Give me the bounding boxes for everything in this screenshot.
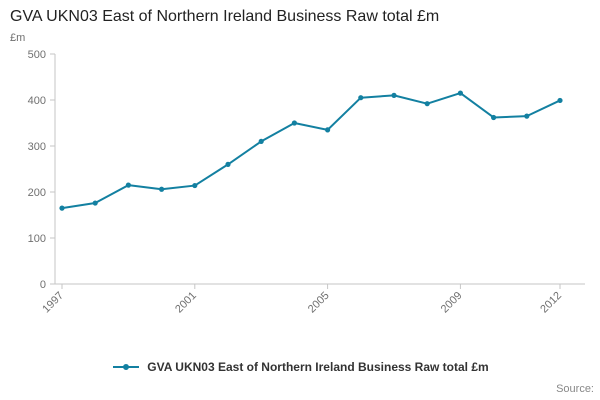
y-axis-unit-label: £m [10,32,26,44]
source-label: Source: [556,383,594,395]
data-point [192,182,198,189]
x-tick-label: 2005 [306,290,332,316]
data-point [391,92,397,98]
data-point [524,113,530,119]
y-tick-label: 100 [28,233,46,245]
data-point [125,182,131,188]
data-line [61,92,561,210]
x-tick-label: 1997 [40,290,66,316]
y-tick-label: 200 [28,187,46,199]
y-tick-label: 300 [28,141,46,153]
x-tick-label: 2009 [439,290,465,316]
data-point [159,186,165,192]
data-point [457,90,463,96]
data-point [258,138,264,144]
data-point [225,161,231,167]
chart-title: GVA UKN03 East of Northern Ireland Busin… [10,8,440,25]
line-chart: 0 100 200 300 400 500 1997 2001 2005 2009 2012 [28,49,585,316]
legend-line-icon [113,364,140,370]
data-point [291,120,297,126]
data-point [358,95,364,101]
data-point [491,114,497,121]
y-tick-label: 500 [28,49,46,61]
y-tick-label: 400 [28,95,46,107]
legend-label: GVA UKN03 East of Northern Ireland Busin… [147,360,489,374]
x-tick-label: 2012 [538,290,564,316]
data-point [424,101,430,107]
data-point [59,205,65,211]
data-point [325,127,331,133]
y-tick-label: 0 [40,279,46,291]
x-tick-label: 2001 [173,290,199,316]
data-point [92,200,98,206]
legend: GVA UKN03 East of Northern Ireland Busin… [0,360,600,374]
data-point [557,97,563,104]
